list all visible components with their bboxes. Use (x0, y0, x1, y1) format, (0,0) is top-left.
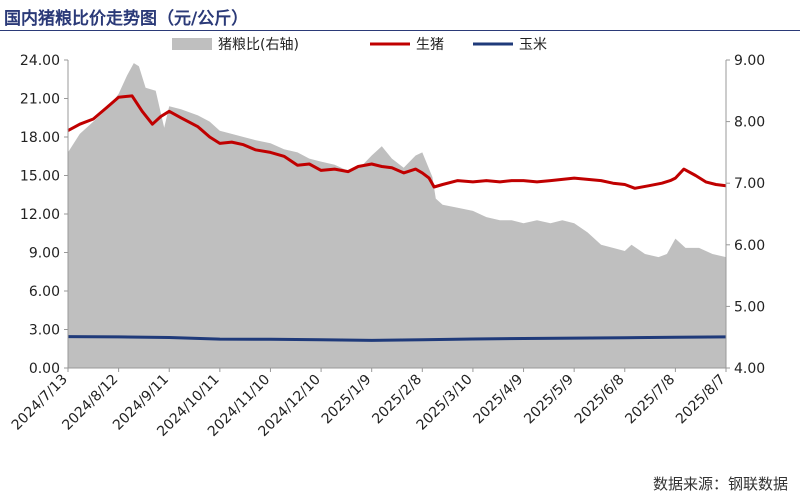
left-axis-tick-label: 9.00 (29, 246, 60, 262)
series-line-corn (67, 335, 727, 342)
right-axis-tick-label: 5.00 (734, 299, 765, 315)
left-axis-tick-label: 0.00 (29, 361, 60, 377)
left-axis-tick-label: 24.00 (20, 53, 60, 69)
series-line-hog (67, 94, 727, 190)
x-axis-tick-label: 2025/5/9 (521, 372, 577, 428)
x-axis-tick-label: 2025/7/8 (622, 372, 678, 428)
left-axis-tick-label: 3.00 (29, 323, 60, 339)
left-axis-tick-label: 18.00 (20, 130, 60, 146)
legend-label-hog: 生猪 (416, 37, 444, 53)
legend: 猪粮比(右轴) 生猪 玉米 (172, 37, 547, 53)
x-axis-tick-label: 2025/4/9 (471, 371, 527, 427)
right-axis-tick-label: 4.00 (734, 361, 765, 377)
x-axis-tick-label: 2025/6/8 (572, 372, 628, 428)
line-layer (67, 94, 727, 342)
legend-label-corn: 玉米 (519, 37, 547, 53)
left-axis-tick-label: 15.00 (20, 169, 60, 185)
left-axis-tick-label: 12.00 (20, 207, 60, 223)
title-divider (0, 30, 800, 31)
area-layer (68, 63, 726, 368)
left-axis-tick-label: 21.00 (20, 92, 60, 108)
right-axis-tick-label: 7.00 (734, 176, 765, 192)
right-axis-tick-label: 6.00 (734, 238, 765, 254)
x-axis-tick-label: 2025/8/7 (673, 372, 729, 428)
series-area-pig-grain-ratio (68, 63, 726, 368)
legend-swatch-pig-grain-ratio (172, 38, 212, 50)
chart-source: 数据来源：钢联数据 (652, 475, 788, 493)
right-axis-tick-label: 8.00 (734, 115, 765, 131)
x-axis-tick-label: 2025/1/9 (319, 372, 375, 428)
chart-title: 国内猪粮比价走势图（元/公斤） (4, 9, 249, 29)
legend-label-pig-grain-ratio: 猪粮比(右轴) (218, 37, 299, 53)
right-axis-tick-label: 9.00 (734, 53, 765, 69)
left-axis-tick-label: 6.00 (29, 284, 60, 300)
